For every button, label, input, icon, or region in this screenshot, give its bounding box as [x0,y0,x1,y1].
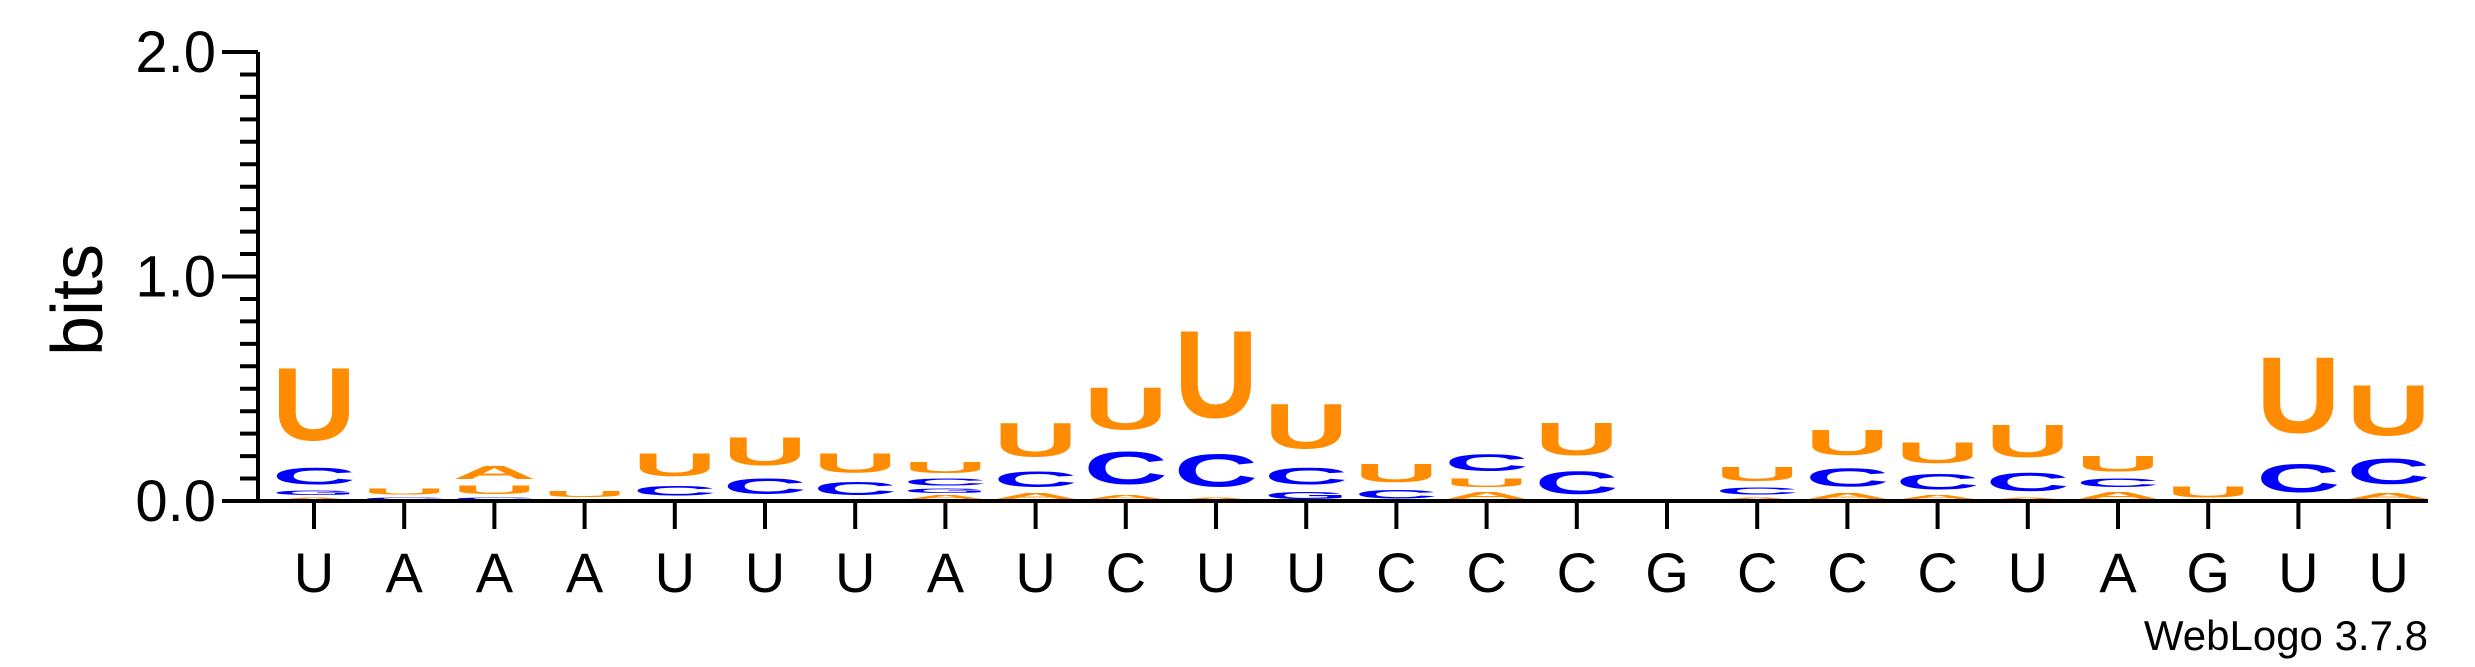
x-tick-label: C [1466,541,1506,604]
logo-letter-U: U [1535,413,1619,465]
x-tick-label: C [1827,541,1867,604]
x-tick-label: C [1557,541,1597,604]
logo-letter-U: U [272,346,356,462]
y-tick-label: 0.0 [135,469,216,534]
logo-letter-U: U [1174,305,1258,444]
logo-letter-U: U [1986,415,2070,467]
weblogo-credit: WebLogo 3.7.8 [2144,612,2428,659]
logo-letter-U: U [1354,458,1438,487]
x-tick-label: U [2008,541,2048,604]
logo-letter-A: A [2076,490,2160,501]
logo-letter-U: U [1805,423,1889,463]
logo-letter-U: U [2347,370,2431,451]
logo-letter-C: C [813,479,897,499]
logo-letter-U: U [723,429,807,474]
logo-letter-U: U [903,458,987,476]
logo-letter-A: A [1986,497,2070,501]
logo-letter-U: U [543,490,627,499]
logo-letter-U: U [1715,463,1799,486]
logo-letter-U: U [633,447,717,483]
y-tick-label: 1.0 [135,245,216,310]
x-tick-label: U [294,541,334,604]
logo-letter-A: A [994,492,1078,501]
logo-letter-C: C [1084,442,1168,494]
x-tick-label: G [1645,541,1689,604]
x-tick-label: C [1917,541,1957,604]
logo-letter-U: U [994,413,1078,467]
logo-letter-A: A [452,463,536,483]
y-tick-label: 2.0 [135,20,216,85]
logo-letter-C: C [903,476,987,487]
logo-letter-C: C [1264,463,1348,490]
logo-letter-G: G [903,488,987,495]
x-tick-label: C [1106,541,1146,604]
x-tick-label: U [1286,541,1326,604]
logo-letter-U: U [813,447,897,479]
logo-letter-U: U [362,488,446,497]
logo-letter-U: U [2256,334,2340,455]
logo-letter-C: C [1445,449,1529,476]
logo-letter-A: A [1445,490,1529,501]
x-tick-label: A [2099,541,2137,604]
x-tick-label: U [2278,541,2318,604]
logo-letter-U: U [452,483,536,497]
x-tick-label: U [655,541,695,604]
x-tick-label: U [1015,541,1055,604]
logo-letter-U: U [1445,476,1529,490]
x-tick-label: A [927,541,965,604]
logo-letter-A: A [903,494,987,501]
logo-letter-U: U [2166,483,2250,501]
logo-letter-C: C [1174,445,1258,497]
logo-letter-C: C [1354,487,1438,501]
logo-letter-C: C [452,497,536,501]
logo-letter-C: C [633,483,717,499]
logo-letter-U: U [1896,436,1980,470]
logo-letter-G: G [272,490,356,497]
logo-letter-C: C [1535,465,1619,501]
logo-letter-C: C [1715,485,1799,496]
logo-letter-C: C [2256,456,2340,501]
logo-letter-C: C [2076,476,2160,490]
logo-letter-C: C [723,474,807,499]
logo-letter-A: A [1174,497,1258,501]
logo-letter-C: C [272,463,356,490]
x-tick-label: U [745,541,785,604]
logo-letter-A: A [272,497,356,501]
logo-stacks: AGCUCUCUACUGCUGCUACUAGCUACUACUACUGCUCUAU… [272,305,2431,501]
logo-letter-U: U [1264,391,1348,463]
logo-letter-U: U [2076,451,2160,476]
x-tick-label: C [1376,541,1416,604]
x-tick-label: A [566,541,604,604]
y-axis: 0.0 1.0 2.0 [135,20,260,534]
logo-letter-A: A [1896,494,1980,501]
x-tick-label: A [476,541,514,604]
logo-letter-U: U [1084,375,1168,443]
logo-letter-C: C [1986,467,2070,496]
x-tick-label: U [1196,541,1236,604]
x-tick-label: A [386,541,424,604]
x-tick-label: G [2186,541,2230,604]
logo-letter-A: A [1805,492,1889,501]
logo-letter-C: C [1805,463,1889,492]
x-tick-label: U [2368,541,2408,604]
logo-letter-G: G [1264,490,1348,501]
logo-letter-C: C [994,467,1078,492]
logo-letter-A: A [1715,497,1799,501]
logo-letter-C: C [2347,452,2431,492]
logo-letter-A: A [2347,492,2431,501]
logo-letter-C: C [1896,469,1980,494]
logo-letter-A: A [1084,494,1168,501]
x-tick-label: C [1737,541,1777,604]
y-axis-title: bits [38,244,118,356]
x-tick-label: U [835,541,875,604]
logo-letter-C: C [362,497,446,501]
